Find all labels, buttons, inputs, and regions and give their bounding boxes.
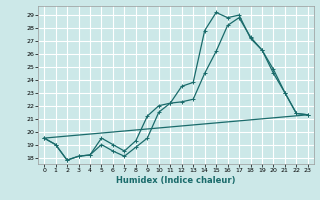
- X-axis label: Humidex (Indice chaleur): Humidex (Indice chaleur): [116, 176, 236, 185]
